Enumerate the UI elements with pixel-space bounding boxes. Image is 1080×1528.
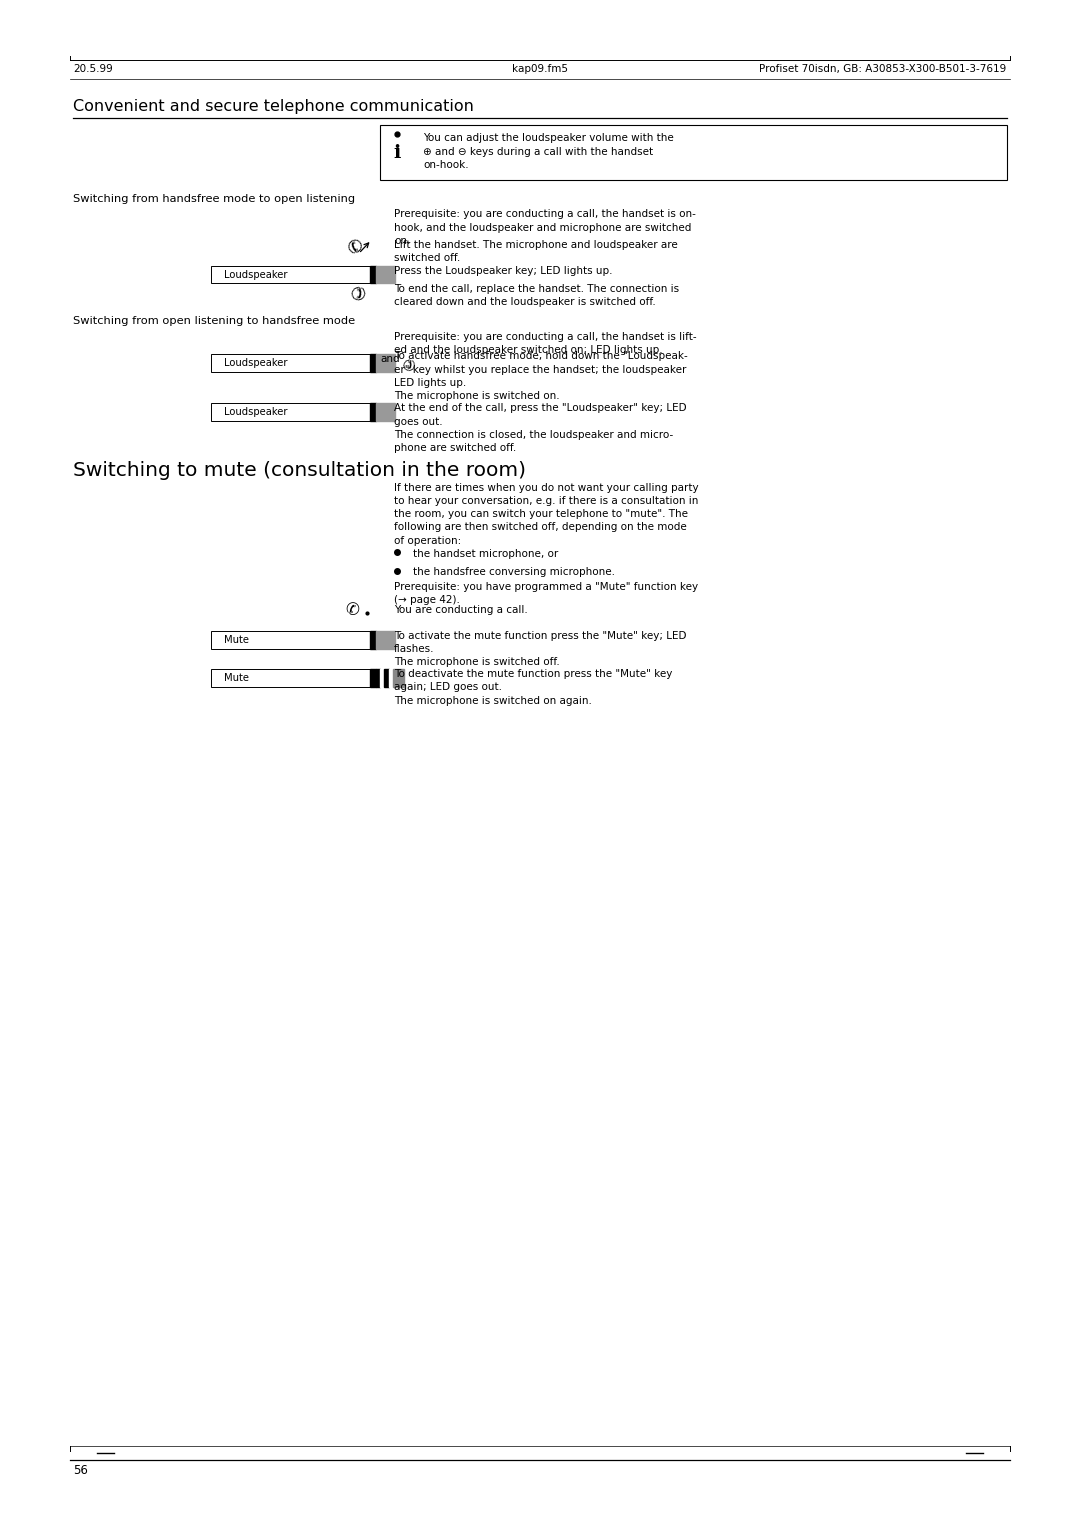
Text: ✆: ✆ — [346, 601, 359, 619]
FancyBboxPatch shape — [211, 631, 370, 648]
Text: Convenient and secure telephone communication: Convenient and secure telephone communic… — [73, 99, 474, 115]
Text: To deactivate the mute function press the "Mute" key
again; LED goes out.
The mi: To deactivate the mute function press th… — [394, 669, 673, 706]
Text: Mute: Mute — [224, 672, 248, 683]
Text: Prerequisite: you have programmed a "Mute" function key
(→ page 42).: Prerequisite: you have programmed a "Mut… — [394, 582, 699, 605]
Bar — [376, 631, 395, 648]
FancyBboxPatch shape — [380, 125, 1007, 180]
Text: Loudspeaker: Loudspeaker — [224, 406, 287, 417]
FancyBboxPatch shape — [211, 354, 370, 371]
Text: Switching from handsfree mode to open listening: Switching from handsfree mode to open li… — [73, 194, 355, 205]
Text: Switching from open listening to handsfree mode: Switching from open listening to handsfr… — [73, 316, 355, 327]
Text: Prerequisite: you are conducting a call, the handset is lift-
ed and the loudspe: Prerequisite: you are conducting a call,… — [394, 332, 697, 354]
Text: ✆: ✆ — [400, 353, 417, 371]
Text: Loudspeaker: Loudspeaker — [224, 358, 287, 368]
Text: kap09.fm5: kap09.fm5 — [512, 64, 568, 75]
Bar — [384, 669, 389, 686]
Text: i: i — [394, 144, 401, 162]
Text: ✆: ✆ — [345, 235, 368, 260]
Text: To activate the mute function press the "Mute" key; LED
flashes.
The microphone : To activate the mute function press the … — [394, 631, 687, 668]
Text: If there are times when you do not want your calling party
to hear your conversa: If there are times when you do not want … — [394, 483, 699, 545]
Text: Profiset 70isdn, GB: A30853-X300-B501-3-7619: Profiset 70isdn, GB: A30853-X300-B501-3-… — [759, 64, 1007, 75]
Bar — [370, 266, 376, 283]
Text: the handset microphone, or: the handset microphone, or — [413, 549, 557, 559]
Bar — [380, 669, 384, 686]
Text: Mute: Mute — [224, 634, 248, 645]
Text: 20.5.99: 20.5.99 — [73, 64, 113, 75]
Text: Loudspeaker: Loudspeaker — [224, 269, 287, 280]
Text: Prerequisite: you are conducting a call, the handset is on-
hook, and the loudsp: Prerequisite: you are conducting a call,… — [394, 209, 697, 246]
Text: To end the call, replace the handset. The connection is
cleared down and the lou: To end the call, replace the handset. Th… — [394, 284, 679, 307]
FancyBboxPatch shape — [211, 266, 370, 283]
Bar — [393, 669, 404, 686]
Text: on-hook.: on-hook. — [423, 160, 469, 171]
FancyBboxPatch shape — [211, 403, 370, 420]
Bar — [370, 354, 376, 371]
Bar — [370, 631, 376, 648]
Bar — [370, 669, 376, 686]
Text: Lift the handset. The microphone and loudspeaker are
switched off.: Lift the handset. The microphone and lou… — [394, 240, 678, 263]
Text: 56: 56 — [73, 1464, 89, 1478]
Text: Press the Loudspeaker key; LED lights up.: Press the Loudspeaker key; LED lights up… — [394, 266, 612, 277]
Text: the handsfree conversing microphone.: the handsfree conversing microphone. — [413, 567, 615, 578]
Text: At the end of the call, press the "Loudspeaker" key; LED
goes out.
The connectio: At the end of the call, press the "Louds… — [394, 403, 687, 452]
Bar — [376, 403, 395, 420]
Text: and: and — [380, 354, 400, 365]
Text: To activate handsfree mode, hold down the "Loudspeak-
er" key whilst you replace: To activate handsfree mode, hold down th… — [394, 351, 688, 400]
Bar — [389, 669, 393, 686]
Bar — [376, 266, 395, 283]
FancyBboxPatch shape — [211, 669, 370, 686]
Text: You can adjust the loudspeaker volume with the: You can adjust the loudspeaker volume wi… — [423, 133, 674, 144]
Bar — [376, 669, 380, 686]
Text: ⊕ and ⊖ keys during a call with the handset: ⊕ and ⊖ keys during a call with the hand… — [423, 147, 653, 157]
Bar — [370, 403, 376, 420]
Bar — [376, 354, 395, 371]
Text: You are conducting a call.: You are conducting a call. — [394, 605, 528, 616]
Text: Switching to mute (consultation in the room): Switching to mute (consultation in the r… — [73, 461, 526, 480]
Text: ✆: ✆ — [347, 280, 366, 301]
